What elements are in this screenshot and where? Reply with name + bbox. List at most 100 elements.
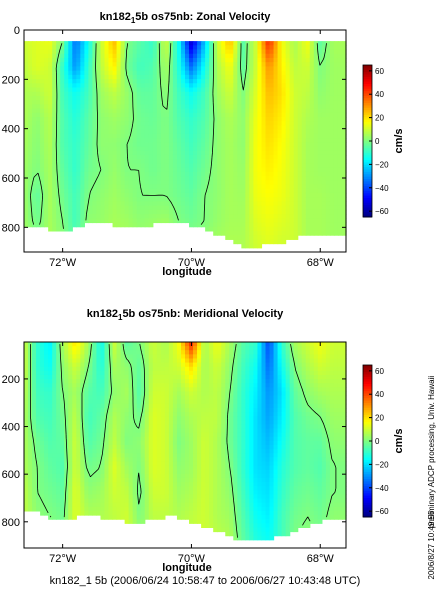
- meridional-heatmap-cell: [24, 387, 29, 393]
- zonal-heatmap-cell: [305, 100, 311, 105]
- zonal-heatmap-cell: [136, 159, 142, 165]
- zonal-heatmap-cell: [60, 45, 65, 51]
- zonal-heatmap-cell: [245, 235, 251, 240]
- zonal-heatmap-cell: [285, 163, 291, 169]
- zonal-heatmap-cell: [128, 154, 134, 160]
- meridional-heatmap-cell: [28, 498, 33, 504]
- zonal-heatmap-cell: [88, 95, 94, 101]
- zonal-heatmap-cell: [168, 188, 174, 194]
- zonal-heatmap-cell: [257, 192, 263, 198]
- zonal-heatmap-cell: [309, 104, 315, 110]
- meridional-heatmap-cell: [112, 486, 118, 491]
- zonal-heatmap-cell: [88, 159, 94, 165]
- zonal-heatmap-cell: [285, 222, 291, 228]
- zonal-heatmap-cell: [24, 79, 29, 84]
- zonal-heatmap-cell: [269, 171, 275, 177]
- zonal-heatmap-cell: [180, 53, 186, 59]
- zonal-heatmap-cell: [92, 188, 98, 194]
- zonal-heatmap-cell: [84, 214, 90, 219]
- zonal-heatmap-cell: [68, 121, 73, 127]
- meridional-heatmap-cell: [56, 440, 61, 446]
- meridional-heatmap-cell: [28, 461, 33, 467]
- zonal-heatmap-cell: [285, 49, 291, 55]
- meridional-heatmap-cell: [140, 420, 146, 425]
- zonal-heatmap-cell: [68, 146, 73, 152]
- meridional-heatmap-cell: [76, 490, 81, 496]
- zonal-heatmap-cell: [164, 142, 170, 148]
- zonal-heatmap-cell: [176, 180, 182, 186]
- zonal-heatmap-cell: [313, 205, 319, 211]
- meridional-heatmap-cell: [24, 473, 29, 479]
- zonal-heatmap-cell: [68, 214, 73, 219]
- zonal-heatmap-cell: [237, 192, 242, 198]
- zonal-heatmap-cell: [160, 159, 166, 165]
- zonal-heatmap-cell: [217, 218, 222, 224]
- zonal-heatmap-cell: [249, 243, 255, 249]
- zonal-heatmap-cell: [180, 117, 186, 122]
- zonal-heatmap-cell: [108, 112, 114, 118]
- meridional-heatmap-cell: [52, 370, 57, 376]
- meridional-heatmap-cell: [92, 342, 98, 347]
- zonal-heatmap-cell: [28, 100, 33, 105]
- zonal-heatmap-cell: [116, 154, 122, 160]
- zonal-heatmap-cell: [317, 214, 323, 219]
- meridional-heatmap-cell: [84, 346, 90, 351]
- zonal-heatmap-cell: [285, 197, 291, 202]
- zonal-heatmap-cell: [180, 57, 186, 63]
- meridional-heatmap-cell: [56, 346, 61, 351]
- zonal-heatmap-cell: [52, 138, 57, 143]
- zonal-heatmap-cell: [180, 87, 186, 93]
- zonal-heatmap-cell: [40, 205, 45, 211]
- zonal-heatmap-cell: [201, 57, 206, 63]
- meridional-heatmap-cell: [68, 346, 73, 351]
- zonal-heatmap-cell: [116, 205, 122, 211]
- meridional-heatmap-cell: [60, 362, 65, 368]
- zonal-heatmap-cell: [329, 91, 335, 97]
- meridional-heatmap-cell: [104, 342, 110, 347]
- zonal-heatmap-cell: [176, 167, 182, 173]
- meridional-heatmap-cell: [72, 366, 77, 372]
- meridional-heatmap-cell: [88, 469, 94, 475]
- zonal-heatmap-cell: [333, 121, 339, 127]
- zonal-heatmap-cell: [285, 138, 291, 143]
- zonal-heatmap-cell: [64, 108, 69, 114]
- zonal-heatmap-cell: [285, 167, 291, 173]
- zonal-heatmap-cell: [116, 49, 122, 55]
- zonal-heatmap-cell: [132, 95, 138, 101]
- meridional-heatmap-cell: [24, 432, 29, 438]
- meridional-heatmap-cell: [68, 342, 73, 347]
- zonal-heatmap-cell: [289, 138, 295, 143]
- zonal-heatmap-cell: [293, 171, 299, 177]
- zonal-heatmap-cell: [132, 45, 138, 51]
- zonal-heatmap-cell: [301, 70, 307, 76]
- zonal-heatmap-cell: [309, 146, 315, 152]
- zonal-heatmap-cell: [237, 74, 242, 80]
- zonal-heatmap-cell: [176, 176, 182, 181]
- zonal-heatmap-cell: [144, 138, 150, 143]
- zonal-heatmap-cell: [144, 218, 150, 224]
- zonal-heatmap-cell: [76, 222, 81, 228]
- meridional-heatmap-cell: [60, 395, 65, 401]
- meridional-heatmap-cell: [60, 354, 65, 360]
- meridional-heatmap-cell: [140, 477, 146, 483]
- zonal-heatmap-cell: [84, 167, 90, 173]
- zonal-heatmap-cell: [80, 150, 85, 156]
- zonal-heatmap-cell: [281, 167, 287, 173]
- zonal-heatmap-cell: [297, 57, 303, 63]
- meridional-heatmap-cell: [68, 366, 73, 372]
- zonal-heatmap-cell: [140, 57, 146, 63]
- meridional-heatmap-cell: [136, 469, 142, 475]
- zonal-heatmap-cell: [321, 197, 327, 202]
- zonal-heatmap-cell: [80, 104, 85, 110]
- zonal-heatmap-cell: [168, 163, 174, 169]
- zonal-heatmap-cell: [301, 74, 307, 80]
- zonal-heatmap-cell: [197, 70, 202, 76]
- zonal-heatmap-cell: [189, 142, 194, 148]
- meridional-heatmap-cell: [64, 453, 69, 458]
- zonal-heatmap-cell: [277, 154, 283, 160]
- zonal-heatmap-cell: [313, 159, 319, 165]
- zonal-heatmap-cell: [116, 146, 122, 152]
- zonal-heatmap-cell: [317, 222, 323, 228]
- zonal-heatmap-cell: [205, 125, 210, 131]
- zonal-heatmap-cell: [341, 201, 347, 207]
